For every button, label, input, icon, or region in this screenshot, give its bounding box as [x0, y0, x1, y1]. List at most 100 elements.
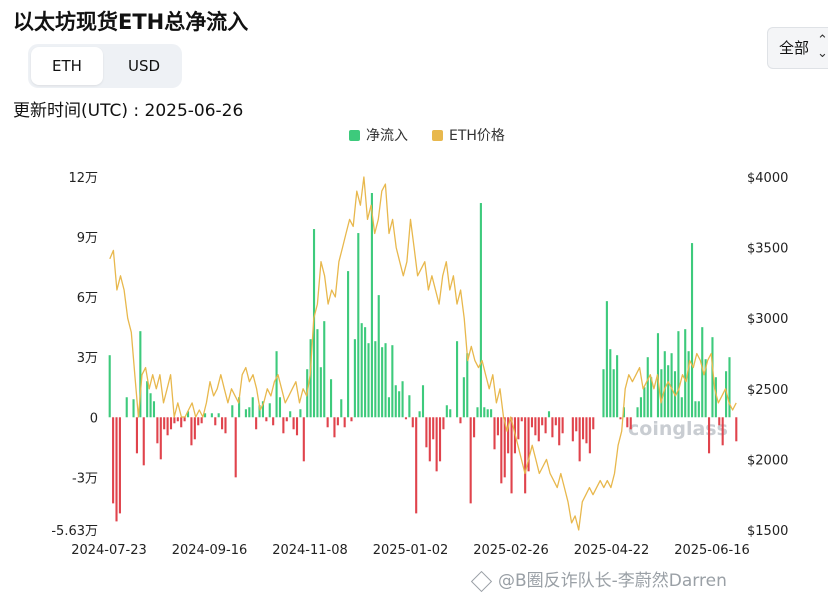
netflow-bar [125, 397, 128, 418]
netflow-bar [135, 417, 139, 454]
tab-eth[interactable]: ETH [31, 47, 103, 85]
netflow-bar [186, 411, 190, 418]
netflow-bar [581, 417, 585, 440]
netflow-bar [578, 417, 581, 462]
netflow-bar [721, 417, 724, 446]
tab-usd[interactable]: USD [127, 57, 161, 75]
netflow-bar [289, 411, 292, 418]
netflow-bar [690, 243, 694, 418]
netflow-bar [285, 417, 288, 422]
netflow-bar [558, 417, 561, 446]
netflow-bar [336, 417, 339, 426]
y-right-tick-label: $1500 [747, 524, 788, 539]
netflow-bar [203, 413, 207, 418]
range-select[interactable]: 全部 ⌃ ⌄ [767, 27, 828, 69]
netflow-bar [367, 343, 370, 418]
netflow-bar [347, 271, 350, 418]
netflow-bar [364, 327, 367, 418]
netflow-bar [316, 329, 319, 418]
netflow-bar [326, 417, 329, 428]
y-right-tick-label: $2500 [747, 383, 788, 398]
netflow-bar [169, 417, 173, 430]
netflow-bar [650, 377, 653, 418]
y-right-tick-label: $4000 [747, 171, 788, 186]
netflow-bar [421, 385, 425, 418]
netflow-bar [725, 371, 728, 418]
netflow-bar [295, 417, 299, 436]
netflow-bar [214, 417, 217, 426]
y-left-tick-label: 12万 [68, 171, 98, 186]
netflow-bar [200, 417, 203, 424]
netflow-bar [176, 417, 179, 422]
netflow-bar [704, 359, 707, 418]
netflow-bar [418, 411, 421, 418]
netflow-bar [643, 387, 646, 418]
netflow-bar [391, 345, 394, 418]
netflow-bar [118, 417, 121, 514]
netflow-bar [166, 417, 169, 436]
netflow-bar [616, 355, 619, 418]
netflow-bar [272, 417, 275, 426]
x-tick-label: 2025-01-02 [373, 543, 449, 558]
netflow-bar [142, 417, 145, 466]
netflow-bar [146, 381, 149, 418]
netflow-bar [360, 323, 363, 418]
netflow-bar [238, 397, 241, 418]
x-tick-label: 2024-09-16 [172, 543, 248, 558]
netflow-bar [445, 405, 448, 418]
y-left-tick-label: 6万 [77, 291, 98, 306]
netflow-bar [707, 417, 711, 454]
watermark-text: @B圈反诈队长-李蔚然Darren [498, 571, 727, 591]
netflow-bar [718, 417, 721, 426]
netflow-bar [159, 417, 162, 460]
netflow-bar [575, 417, 578, 432]
netflow-bar [244, 409, 247, 418]
netflow-bar [667, 365, 670, 418]
netflow-bar [466, 353, 469, 418]
netflow-bar [425, 417, 428, 448]
netflow-bar [496, 417, 499, 436]
netflow-bar [343, 417, 346, 428]
netflow-bar [404, 417, 408, 420]
netflow-bar [149, 393, 152, 418]
netflow-bar [537, 417, 540, 442]
netflow-bar [507, 417, 510, 454]
netflow-bar [381, 347, 384, 418]
netflow-bar [714, 377, 717, 418]
netflow-bar [541, 417, 544, 426]
netflow-bar [221, 417, 224, 430]
y-left-tick-label: 9万 [77, 231, 98, 246]
netflow-bar [663, 351, 666, 418]
netflow-bar [415, 417, 418, 514]
netflow-bar [609, 349, 612, 418]
netflow-bar [173, 417, 176, 424]
netflow-bar [258, 405, 261, 418]
netflow-bar [432, 417, 435, 440]
netflow-bar [500, 417, 503, 484]
netflow-bar [592, 417, 595, 430]
netflow-bar [139, 331, 142, 418]
netflow-bar [180, 417, 183, 428]
y-left-tick-label: -3万 [72, 471, 98, 486]
watermark: @B圈反诈队长-李蔚然Darren [470, 566, 727, 592]
netflow-bar [527, 417, 530, 472]
netflow-bar [350, 417, 353, 422]
y-right-tick-label: $3000 [747, 312, 788, 327]
netflow-bar [401, 381, 404, 418]
netflow-bar [299, 409, 302, 418]
netflow-bar [547, 411, 551, 418]
netflow-bar [479, 203, 482, 418]
netflow-bar [619, 417, 622, 420]
netflow-bar [544, 417, 547, 434]
netflow-bar [473, 417, 476, 438]
netflow-bar [377, 295, 380, 418]
y-right-tick-label: $2000 [747, 453, 788, 468]
netflow-bar [193, 417, 196, 440]
netflow-bar [554, 417, 557, 426]
netflow-bar [636, 407, 639, 418]
netflow-bar [677, 331, 680, 418]
netflow-bar [319, 367, 322, 418]
updated-timestamp: 更新时间(UTC) : 2025-06-26 [13, 101, 244, 121]
netflow-bar [684, 329, 687, 418]
netflow-bar [398, 391, 401, 418]
